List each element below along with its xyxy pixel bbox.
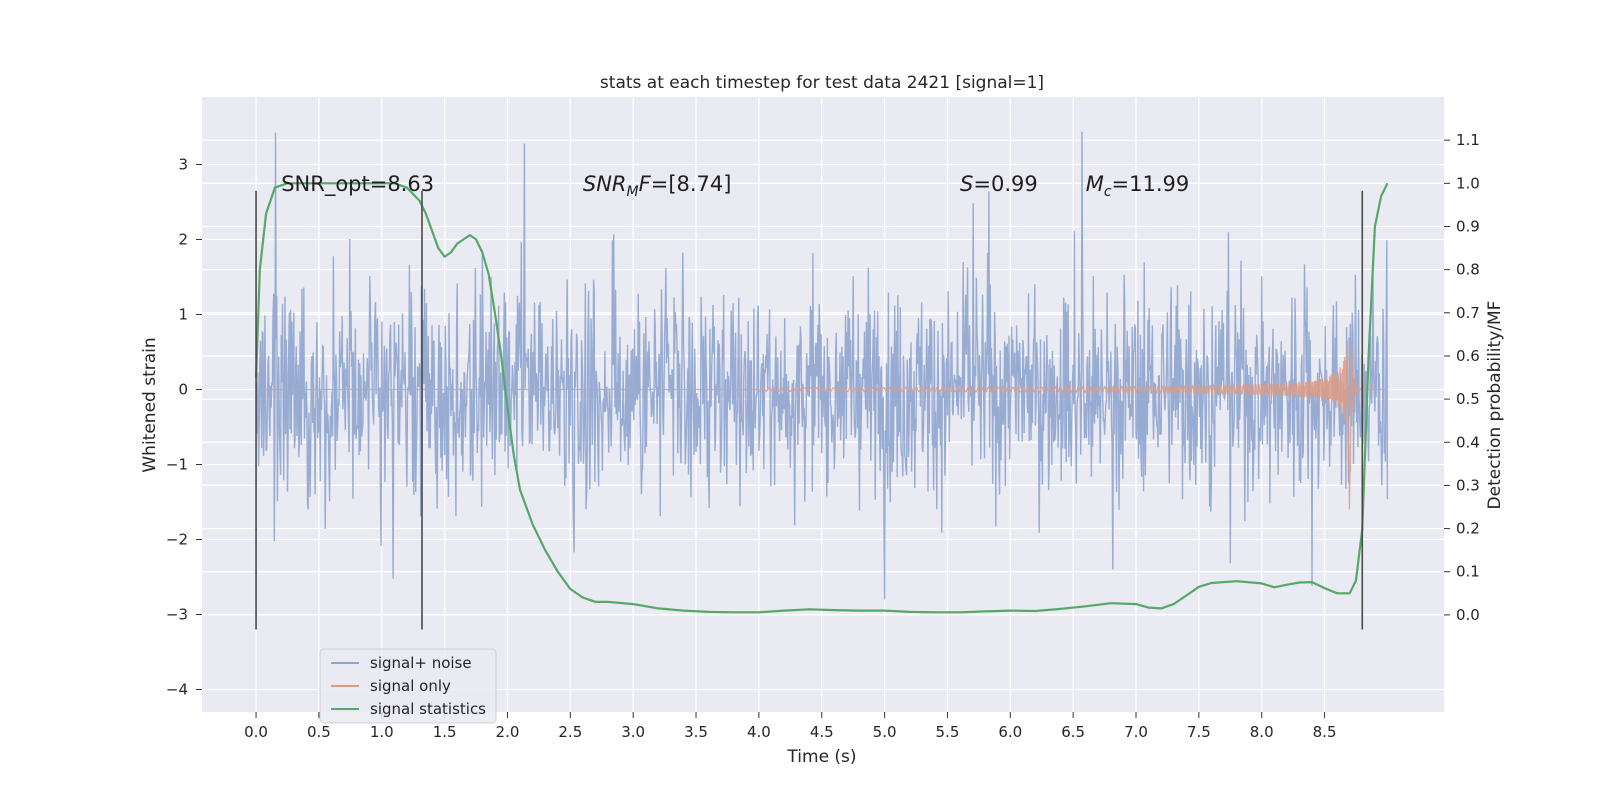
x-tick-label: 6.0 [998,723,1022,741]
legend: signal+ noise signal only signal statist… [319,648,497,724]
series-signal-noise [255,131,1389,600]
y-tick-label: −4 [166,681,188,699]
x-tick-label: 7.0 [1124,723,1148,741]
y2-tick-label: 0.5 [1456,390,1480,408]
y2-tick-label: 0.9 [1456,217,1480,235]
annotation-label: Mc=11.99 [1086,172,1190,200]
x-tick-label: 5.0 [873,723,897,741]
y2-tick-label: 0.3 [1456,476,1480,494]
y2-tick-label: 1.1 [1456,131,1480,149]
x-tick-label: 2.5 [558,723,582,741]
x-tick-label: 8.5 [1313,723,1337,741]
y-tick-label: −2 [166,531,188,549]
x-tick-label: 1.5 [433,723,457,741]
x-tick-label: 3.0 [621,723,645,741]
y-tick-label: −1 [166,456,188,474]
y2-tick-label: 0.4 [1456,433,1480,451]
y-tick-label: 0 [178,381,188,399]
x-tick-label: 2.0 [496,723,520,741]
y-axis-label: Whitened strain [140,337,160,472]
y-tick-label: 2 [178,231,188,249]
legend-label-signal-only: signal only [370,677,451,695]
y-tick-label: 3 [178,156,188,174]
annotation-label: SNRMF=[8.74] [583,172,732,200]
x-tick-label: 4.5 [810,723,834,741]
y2-tick-label: 0.1 [1456,563,1480,581]
legend-label-signal-noise: signal+ noise [370,654,472,672]
x-tick-label: 0.0 [244,723,268,741]
series-signal-only [256,339,1388,510]
x-tick-label: 1.0 [370,723,394,741]
x-tick-label: 3.5 [684,723,708,741]
y-tick-label: −3 [166,606,188,624]
annotation-label: SNR_opt=8.63 [281,172,434,197]
y2-tick-label: 1.0 [1456,174,1480,192]
x-axis-label: Time (s) [786,747,856,767]
x-tick-label: 5.5 [936,723,960,741]
y2-tick-label: 0.7 [1456,304,1480,322]
y-tick-label: 1 [178,306,188,324]
data-layer [255,131,1389,614]
chart-title: stats at each timestep for test data 242… [600,73,1044,93]
y2-tick-labels: 1.1 1.0 0.9 0.8 0.7 0.6 0.5 0.4 0.3 0.2 0.1 0.0 [1444,131,1480,624]
y2-tick-label: 0.8 [1456,261,1480,279]
y2-axis-label: Detection probability/MF [1485,301,1505,510]
x-tick-labels: 0.0 0.5 1.0 1.5 2.0 2.5 3.0 3.5 4.0 4.5 5.0 5.5 6.0 6… [244,712,1337,741]
y-tick-labels: 3 2 1 0 −1 −2 −3 −4 [166,156,202,699]
x-tick-label: 4.0 [747,723,771,741]
annotations: SNR_opt=8.63 SNRMF=[8.74] S=0.99 Mc=11.99 [281,172,1189,200]
legend-label-statistics: signal statistics [370,700,486,718]
x-tick-label: 6.5 [1061,723,1085,741]
x-tick-label: 8.0 [1250,723,1274,741]
series-signal-statistics [255,182,1389,614]
x-tick-label: 0.5 [307,723,331,741]
annotation-label: S=0.99 [960,172,1038,196]
x-tick-label: 7.5 [1187,723,1211,741]
y2-tick-label: 0.2 [1456,520,1480,538]
legend-box [319,648,497,724]
y2-tick-label: 0.0 [1456,606,1480,624]
y2-tick-label: 0.6 [1456,347,1480,365]
vertical-markers [255,190,1364,630]
